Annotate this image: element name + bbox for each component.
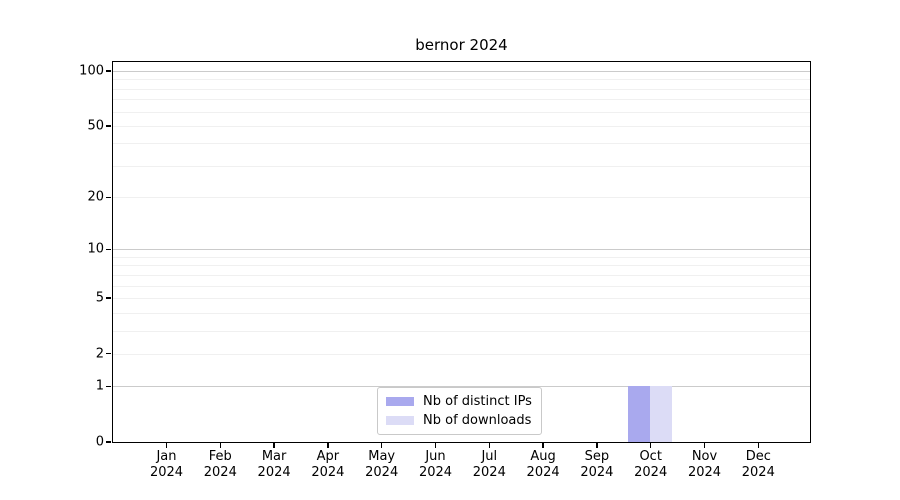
legend-swatch-downloads xyxy=(386,416,414,425)
y-tick-label: 1 xyxy=(95,378,104,394)
y-tick-mark xyxy=(106,125,111,127)
x-tick-month: Oct xyxy=(639,449,662,464)
gridline-minor xyxy=(113,353,810,355)
x-tick-year: 2024 xyxy=(203,465,237,480)
bar-nb-of-downloads xyxy=(650,386,672,442)
x-tick-mark xyxy=(219,443,222,448)
x-tick-mark xyxy=(380,443,383,448)
y-tick-mark xyxy=(106,196,111,199)
x-tick-label: Feb 2024 xyxy=(204,449,237,481)
x-tick-mark xyxy=(488,443,491,448)
legend-label-downloads: Nb of downloads xyxy=(423,413,532,428)
chart-title: bernor 2024 xyxy=(415,36,508,54)
x-tick-month: Feb xyxy=(208,449,232,464)
x-tick-mark xyxy=(596,443,598,448)
y-tick-label: 50 xyxy=(87,118,104,134)
gridline-major xyxy=(113,249,810,251)
plot-area: Nb of distinct IPs Nb of downloads xyxy=(112,61,811,443)
x-tick-year: 2024 xyxy=(149,465,184,480)
x-tick-mark xyxy=(649,443,652,448)
gridline-minor xyxy=(113,165,810,167)
gridline-minor xyxy=(113,197,810,199)
gridline-minor xyxy=(113,265,810,267)
x-tick-mark xyxy=(273,443,275,448)
x-tick-month: Jun xyxy=(425,449,446,464)
y-tick-mark xyxy=(106,297,111,299)
x-tick-month: May xyxy=(368,449,396,464)
x-tick-month: Sep xyxy=(584,449,610,464)
y-tick-label: 20 xyxy=(87,189,104,205)
x-tick-month: Mar xyxy=(261,449,287,464)
gridline-minor xyxy=(113,330,810,332)
y-tick-mark xyxy=(106,352,111,355)
x-tick-label: May 2024 xyxy=(365,449,398,481)
gridline-minor xyxy=(113,256,810,258)
x-tick-mark xyxy=(327,443,329,448)
gridline-minor xyxy=(113,143,810,145)
gridline-major xyxy=(113,71,810,73)
x-tick-month: Aug xyxy=(530,449,556,464)
gridline-minor xyxy=(113,111,810,113)
x-tick-month: Apr xyxy=(316,449,340,464)
y-tick-label: 2 xyxy=(95,346,104,362)
bar-nb-of-distinct-ips xyxy=(628,386,651,442)
y-tick-label: 10 xyxy=(87,241,104,257)
gridline-minor xyxy=(113,125,810,127)
x-tick-mark xyxy=(703,443,706,448)
legend-label-distinct-ips: Nb of distinct IPs xyxy=(423,394,532,409)
x-tick-year: 2024 xyxy=(687,465,722,480)
y-tick-mark xyxy=(106,248,111,250)
x-tick-label: Apr 2024 xyxy=(311,449,344,481)
x-tick-mark xyxy=(757,443,760,448)
legend-item-distinct-ips: Nb of distinct IPs xyxy=(386,394,532,409)
gridline-minor xyxy=(113,285,810,287)
gridline-minor xyxy=(113,274,810,276)
x-tick-year: 2024 xyxy=(472,465,506,480)
x-tick-label: Dec 2024 xyxy=(742,449,775,481)
x-tick-year: 2024 xyxy=(311,465,345,480)
x-tick-year: 2024 xyxy=(634,465,668,480)
x-tick-mark xyxy=(165,443,168,448)
x-tick-year: 2024 xyxy=(580,465,614,480)
gridline-minor xyxy=(113,88,810,90)
x-tick-year: 2024 xyxy=(365,465,399,480)
x-tick-label: Aug 2024 xyxy=(527,449,560,481)
y-tick-label: 5 xyxy=(95,290,104,306)
y-tick-label: 100 xyxy=(79,63,104,79)
x-tick-mark xyxy=(542,443,544,448)
x-tick-label: Jul 2024 xyxy=(473,449,506,481)
legend-swatch-distinct-ips xyxy=(386,397,414,406)
x-tick-month: Jul xyxy=(481,449,498,464)
legend: Nb of distinct IPs Nb of downloads xyxy=(377,387,542,435)
x-tick-month: Jan xyxy=(156,449,177,464)
x-tick-label: Sep 2024 xyxy=(580,449,613,481)
y-tick-label: 0 xyxy=(95,434,104,450)
y-tick-mark xyxy=(106,441,111,443)
y-tick-mark xyxy=(106,70,111,72)
x-tick-label: Jan 2024 xyxy=(150,449,183,481)
gridline-minor xyxy=(113,297,810,299)
gridline-minor xyxy=(113,99,810,101)
x-tick-month: Nov xyxy=(691,449,718,464)
x-tick-year: 2024 xyxy=(526,465,560,480)
gridline-major xyxy=(113,386,810,388)
x-tick-year: 2024 xyxy=(257,465,291,480)
x-tick-year: 2024 xyxy=(741,465,775,480)
y-tick-mark xyxy=(106,385,111,388)
gridline-minor xyxy=(113,312,810,314)
x-tick-label: Oct 2024 xyxy=(634,449,667,481)
legend-item-downloads: Nb of downloads xyxy=(386,413,532,428)
gridline-minor xyxy=(113,79,810,81)
x-tick-label: Jun 2024 xyxy=(419,449,452,481)
x-tick-label: Nov 2024 xyxy=(688,449,721,481)
x-tick-label: Mar 2024 xyxy=(258,449,291,481)
x-tick-month: Dec xyxy=(745,449,771,464)
x-tick-year: 2024 xyxy=(418,465,453,480)
x-tick-mark xyxy=(434,443,437,448)
